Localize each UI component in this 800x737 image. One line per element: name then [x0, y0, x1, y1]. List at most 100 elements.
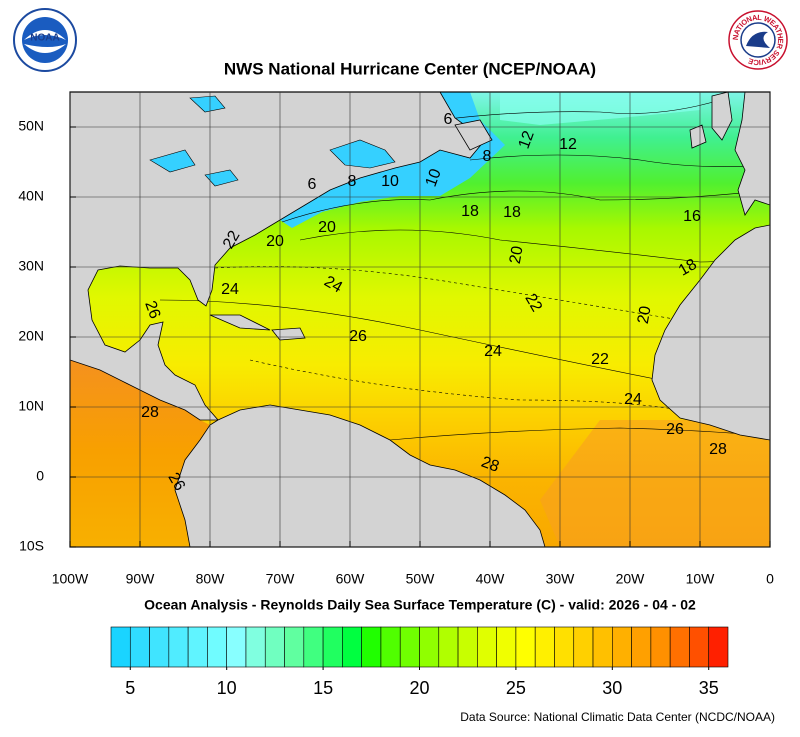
x-tick-label: 30W — [546, 571, 576, 587]
contour-label: 28 — [141, 404, 159, 421]
contour-label: 20 — [318, 219, 336, 236]
y-tick-label: 30N — [18, 258, 44, 274]
south-america — [174, 404, 546, 547]
colorbar-cell — [592, 626, 613, 668]
contour-label: 10 — [423, 167, 445, 190]
x-tick-label: 10W — [686, 571, 716, 587]
contour-label: 16 — [683, 208, 701, 225]
noaa-logo: NOAA — [13, 8, 77, 72]
x-tick-label: 50W — [406, 571, 436, 587]
grid — [69, 92, 771, 548]
contour-label: 20 — [635, 305, 655, 326]
gulf-of-st-lawrence — [329, 139, 396, 169]
colorbar-cell — [245, 626, 266, 668]
map-caption: Ocean Analysis - Reynolds Daily Sea Surf… — [144, 597, 696, 613]
colorbar-tick-label: 10 — [217, 678, 237, 698]
colorbar-cell — [129, 626, 150, 668]
colorbar-cell — [207, 626, 227, 668]
chart-title: NWS National Hurricane Center (NCEP/NOAA… — [224, 59, 596, 78]
colorbar-tick-label: 25 — [506, 678, 526, 698]
contour-label: 26 — [164, 470, 188, 494]
colorbar-cell — [457, 626, 478, 668]
colorbar-cell — [342, 626, 362, 668]
colorbar-cell — [264, 626, 285, 668]
contour-line — [389, 427, 770, 441]
contour-label: 18 — [503, 204, 521, 221]
contour-label: 28 — [479, 454, 502, 476]
contour-label: 22 — [220, 228, 244, 252]
contour-label: 20 — [507, 245, 527, 266]
contour-label: 6 — [308, 176, 317, 193]
cool-water — [500, 92, 700, 125]
colorbar-cell — [380, 626, 401, 668]
contour-line — [281, 189, 770, 223]
contour-label: 26 — [666, 421, 684, 438]
contour-label: 18 — [461, 203, 479, 220]
colorbar-cell — [149, 626, 170, 668]
y-tick-label: 20N — [18, 328, 44, 344]
colorbar-cell — [669, 626, 690, 668]
contour-label: 24 — [624, 391, 642, 408]
contour-label: 6 — [444, 111, 453, 128]
lake — [204, 169, 239, 187]
contour-label: 8 — [483, 148, 492, 165]
colorbar-cell — [554, 626, 575, 668]
y-tick-label: 10N — [18, 398, 44, 414]
y-tick-label: 40N — [18, 188, 44, 204]
cuba — [209, 314, 271, 331]
contour-label: 28 — [709, 441, 727, 458]
colorbar-cell — [361, 626, 382, 668]
colorbar-cell — [303, 626, 324, 668]
britain — [711, 92, 733, 141]
contour-label: 24 — [484, 343, 502, 360]
x-tick-label: 80W — [196, 571, 226, 587]
lake — [149, 149, 196, 173]
x-tick-label: 20W — [616, 571, 646, 587]
contour-label: 20 — [266, 233, 284, 250]
colorbar-tick-label: 5 — [125, 678, 135, 698]
colorbar-cell — [284, 626, 305, 668]
newfoundland — [454, 119, 493, 151]
colorbar-cell — [419, 626, 440, 668]
colorbar-cell — [168, 626, 189, 668]
contour-label: 12 — [559, 136, 577, 153]
contour-line — [439, 99, 721, 121]
x-tick-label: 100W — [52, 571, 89, 587]
contour-label: 12 — [516, 129, 538, 152]
contour-label: 26 — [141, 299, 163, 322]
colorbar-cell — [573, 626, 594, 668]
contour-line — [249, 359, 681, 411]
colorbar — [110, 626, 729, 670]
data-source: Data Source: National Climatic Data Cent… — [460, 710, 775, 724]
contour-label: 26 — [349, 328, 367, 345]
colorbar-cell — [226, 626, 247, 668]
cold-shelf-water — [280, 92, 505, 228]
noaa-logo-text: NOAA — [30, 33, 59, 44]
y-tick-label: 50N — [18, 118, 44, 134]
colorbar-cell — [399, 626, 420, 668]
colorbar-cell — [612, 626, 632, 668]
x-tick-label: 60W — [336, 571, 366, 587]
colorbar-cell — [515, 626, 536, 668]
y-tick-label: 10S — [19, 538, 44, 554]
colorbar-cell — [534, 626, 555, 668]
contour-label: 10 — [381, 173, 399, 190]
colorbar-tick-label: 15 — [313, 678, 333, 698]
contour-label: 18 — [676, 256, 700, 280]
lake — [189, 95, 226, 113]
contour-line — [469, 154, 770, 167]
colorbar-cell — [650, 626, 671, 668]
x-tick-label: 90W — [126, 571, 156, 587]
x-tick-label: 0 — [766, 571, 774, 587]
x-tick-label: 40W — [476, 571, 506, 587]
contour-label: 22 — [521, 291, 545, 315]
contour-label: 22 — [591, 351, 609, 368]
colorbar-cell — [631, 626, 652, 668]
contour-label: 8 — [348, 173, 357, 190]
colorbar-tick-label: 20 — [409, 678, 429, 698]
colorbar-tick-label: 35 — [699, 678, 719, 698]
europe — [734, 92, 770, 216]
x-tick-label: 70W — [266, 571, 296, 587]
